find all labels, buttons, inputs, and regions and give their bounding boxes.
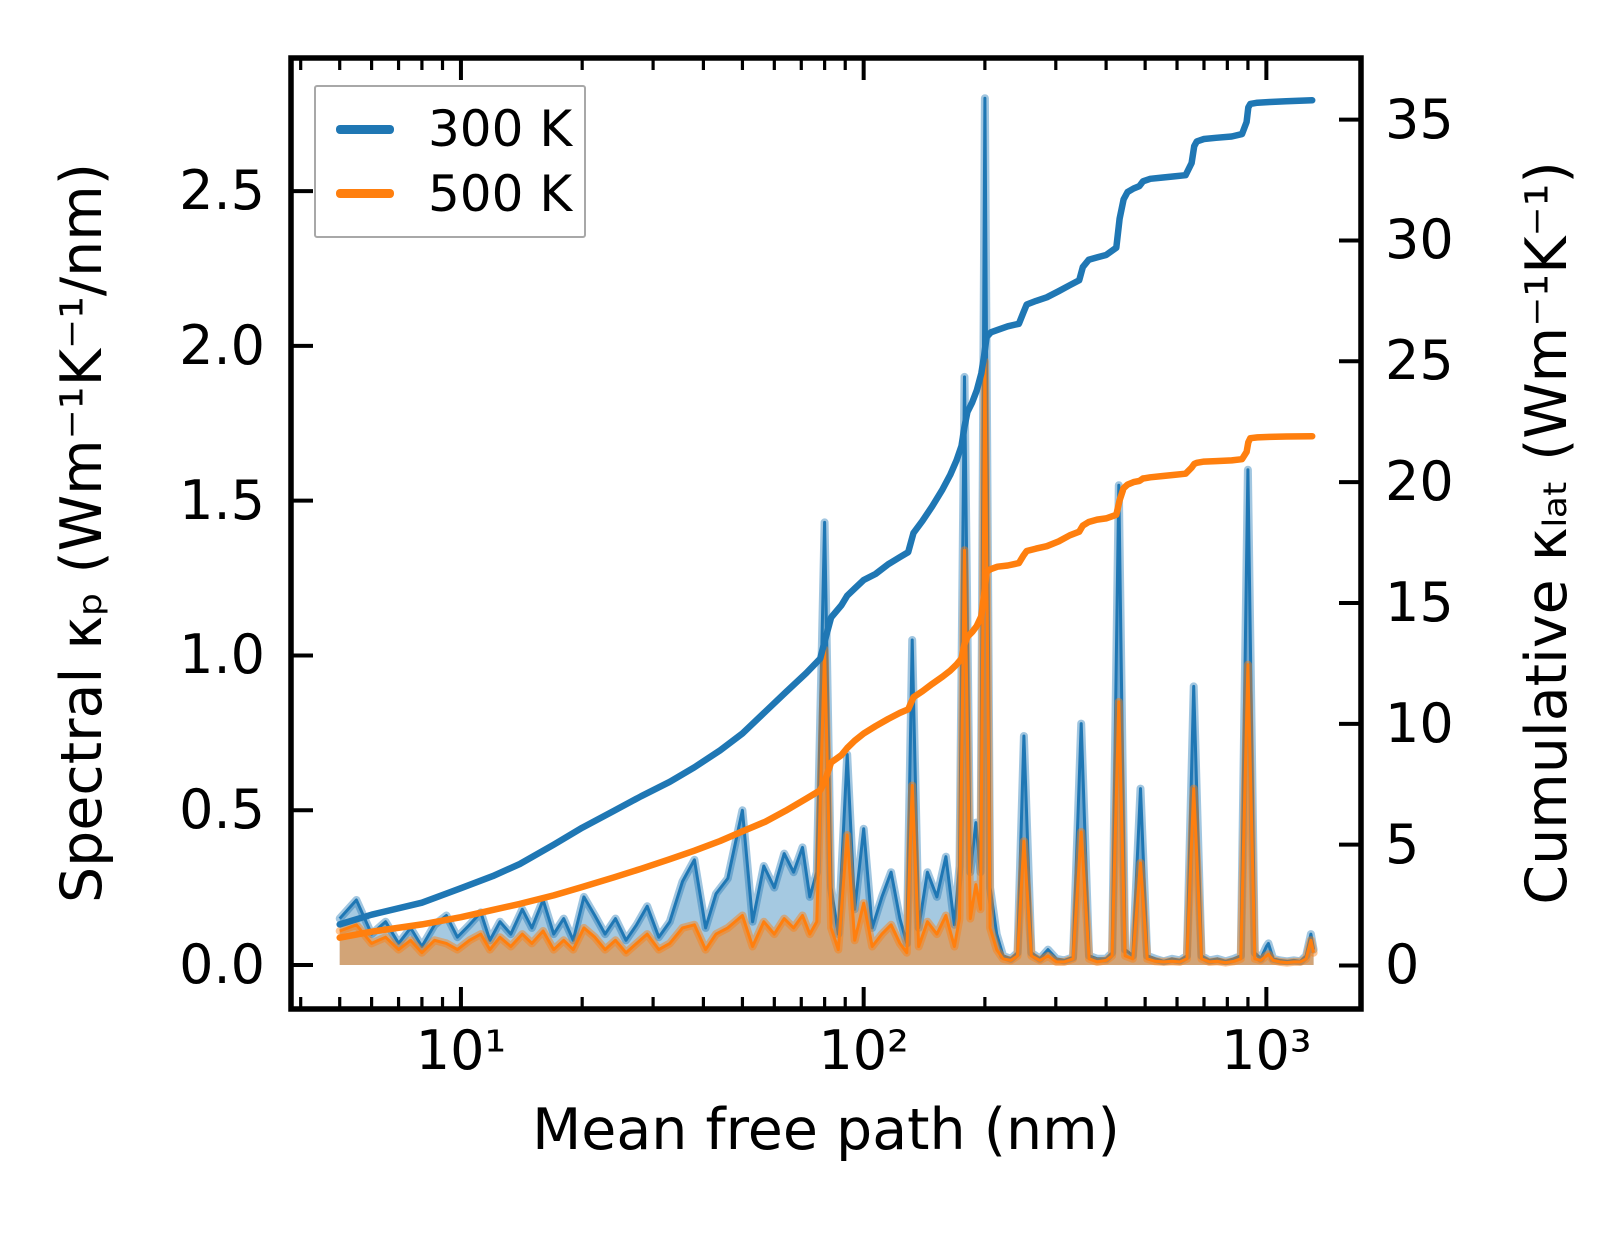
legend-swatch-300k-line: [336, 124, 394, 134]
cumulative-line-500k: [336, 432, 1316, 941]
y-tick-label-left: 0.0: [179, 933, 265, 997]
y-tick-label-left: 2.0: [179, 313, 265, 377]
y-tick-label-right: 35: [1385, 87, 1454, 151]
spectral-area-500k: [339, 361, 1314, 965]
y-tick-label-right: 15: [1385, 570, 1454, 634]
y-tick-label-right: 25: [1385, 329, 1454, 393]
x-tick-label: 10³: [1221, 1019, 1312, 1082]
legend-item-500k: 500 K: [316, 166, 584, 222]
y-tick-label-left: 1.5: [179, 468, 265, 532]
y-tick-label-left: 0.5: [179, 778, 265, 842]
y-tick-label-left: 2.5: [179, 159, 265, 223]
legend-label-500k: 500 K: [428, 164, 573, 223]
y-tick-label-right: 20: [1385, 450, 1454, 514]
y-tick-label-right: 0: [1385, 933, 1420, 997]
x-tick-label: 10²: [818, 1019, 909, 1082]
spectral-line-halo-500k: [335, 357, 1318, 967]
y-tick-label-right: 30: [1385, 208, 1454, 272]
y-tick-label-right: 10: [1385, 691, 1454, 755]
x-axis-label: Mean free path (nm): [532, 1097, 1120, 1163]
legend-swatch-500k-line: [336, 189, 394, 199]
legend: 300 K 500 K: [314, 85, 586, 238]
spectral-line-300k: [338, 96, 1316, 963]
x-tick-label: 10¹: [415, 1019, 507, 1082]
y-tick-label-left: 1.0: [179, 623, 265, 687]
legend-item-300k: 300 K: [316, 101, 584, 157]
y-tick-label-right: 5: [1385, 812, 1420, 876]
legend-label-300k: 300 K: [428, 100, 573, 159]
spectral-line-500k: [339, 359, 1316, 965]
cumulative-line-300k: [336, 97, 1316, 928]
